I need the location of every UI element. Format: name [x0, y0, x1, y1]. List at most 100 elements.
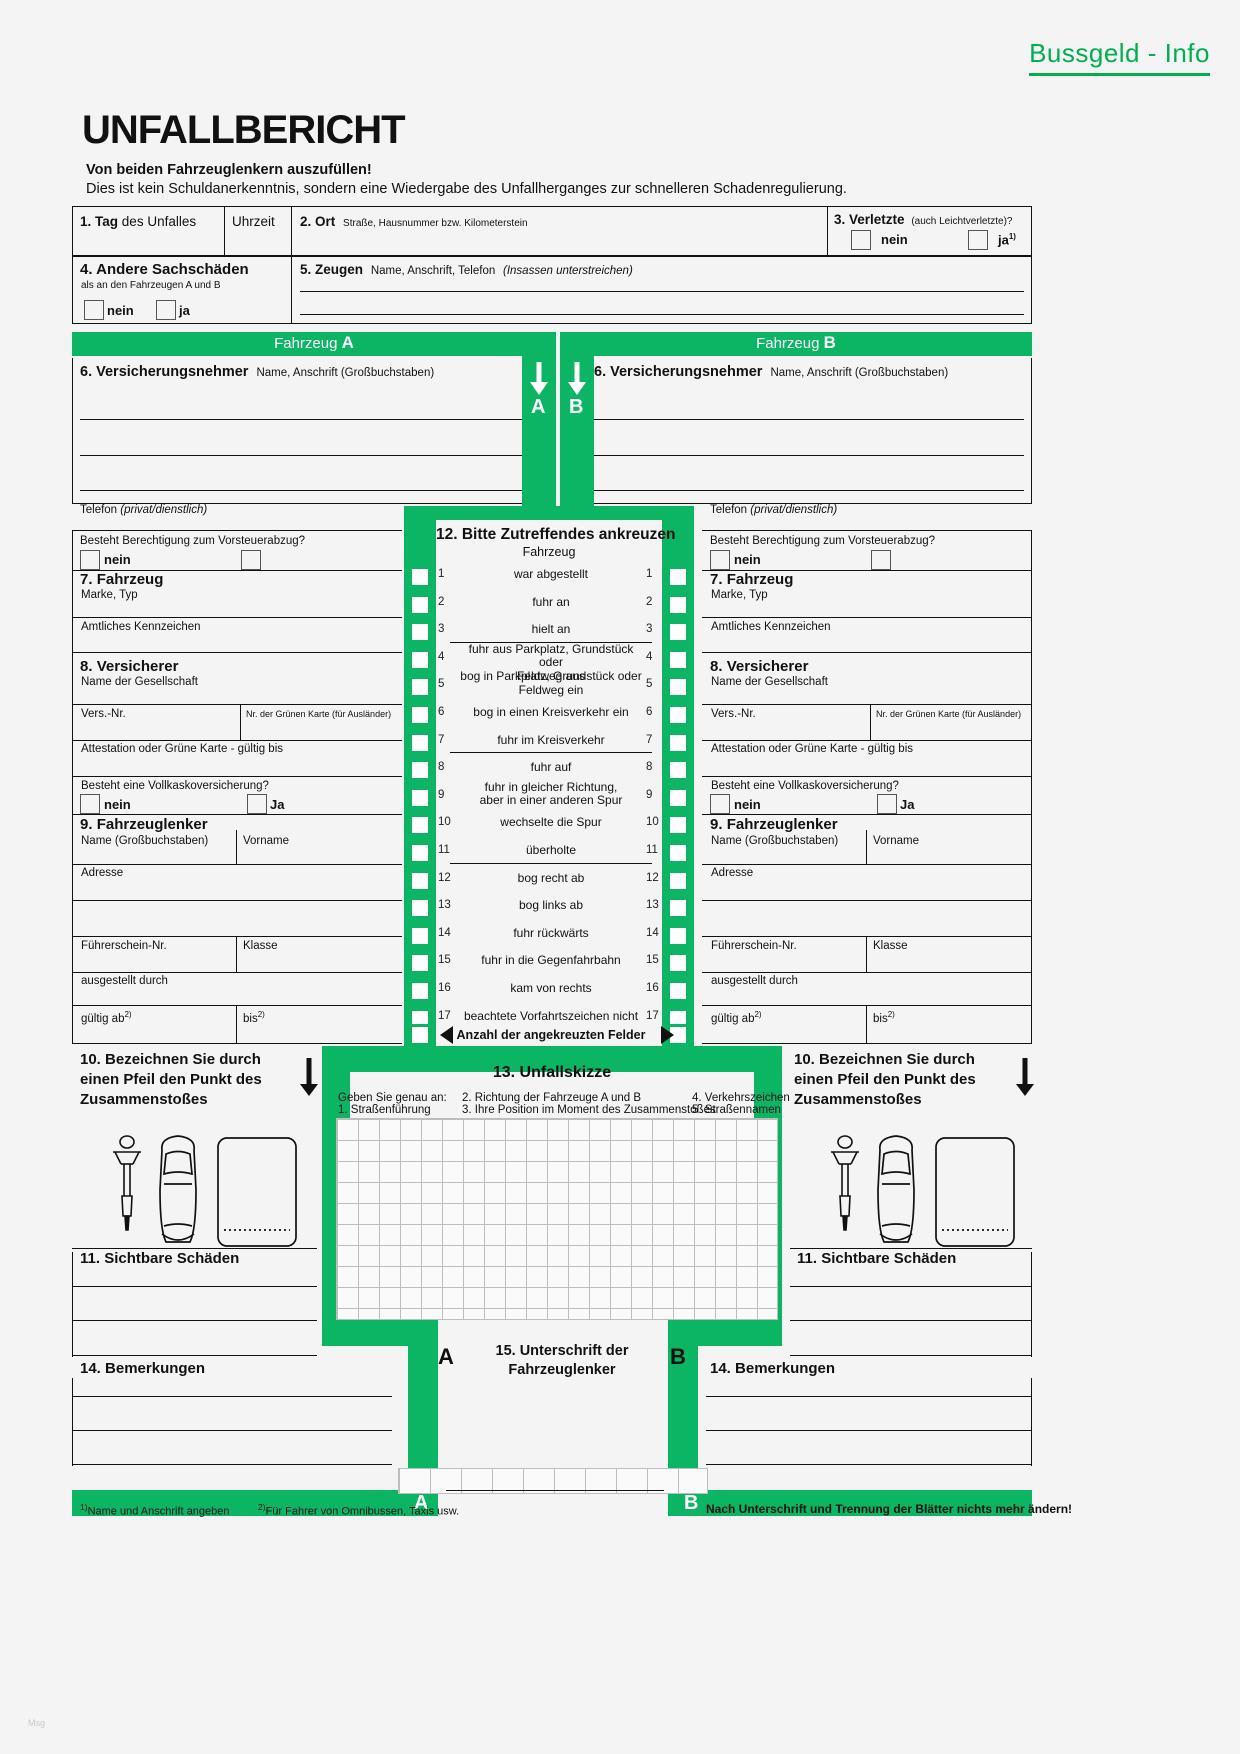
s12-checkbox-a-12[interactable] — [412, 872, 428, 889]
s12-checkbox-a-3[interactable] — [412, 624, 428, 641]
veh-a-s14-line-3[interactable] — [72, 1464, 392, 1465]
veh-a-kasko-ja-checkbox[interactable] — [247, 794, 267, 814]
s12-checkbox-b-8[interactable] — [670, 762, 686, 779]
veh-b-phone-line[interactable] — [702, 530, 1032, 531]
veh-b-s14-line-1[interactable] — [706, 1396, 1032, 1397]
veh-b-s14-line-2[interactable] — [706, 1430, 1032, 1431]
veh-b-versnr-line[interactable] — [702, 740, 1032, 741]
s12-checkbox-b-4[interactable] — [670, 651, 686, 668]
veh-b-marke-line[interactable] — [702, 617, 1032, 618]
veh-a-name-line[interactable] — [72, 864, 402, 865]
s12-checkbox-b-2[interactable] — [670, 596, 686, 613]
veh-a-s14-line-2[interactable] — [72, 1430, 392, 1431]
s12-checkbox-a-16[interactable] — [412, 983, 428, 999]
accident-sketch-grid[interactable] — [336, 1118, 778, 1320]
veh-b-adresse-line-1[interactable] — [702, 900, 1032, 901]
veh-b-s11-line-1[interactable] — [790, 1286, 1032, 1287]
veh-b-s11-line-2[interactable] — [790, 1320, 1032, 1321]
veh-a-phone-line[interactable] — [72, 530, 402, 531]
veh-a-s11-line-3[interactable] — [72, 1355, 317, 1356]
s12-checkbox-b-7[interactable] — [670, 734, 686, 751]
veh-a-adresse-line-2[interactable] — [72, 936, 402, 937]
veh-a-versicherer-line[interactable] — [72, 704, 402, 705]
veh-a-vat-ja-checkbox[interactable] — [241, 550, 261, 570]
s12-checkbox-a-2[interactable] — [412, 596, 428, 613]
vehicle-outline-drawings-a — [113, 1135, 297, 1247]
total-checkbox-b[interactable] — [670, 1027, 686, 1043]
s12-checkbox-a-13[interactable] — [412, 900, 428, 917]
veh-a-ph-line-3[interactable] — [80, 490, 528, 491]
veh-a-versnr-line[interactable] — [72, 740, 402, 741]
veh-b-adresse-line-2[interactable] — [702, 936, 1032, 937]
veh-b-vat-nein-checkbox[interactable] — [710, 550, 730, 570]
veh-b-name-line[interactable] — [702, 864, 1032, 865]
s12-checkbox-a-5[interactable] — [412, 679, 428, 696]
s12-checkbox-b-14[interactable] — [670, 927, 686, 944]
veh-b-kasko-nein-checkbox[interactable] — [710, 794, 730, 814]
veh-a-plate-line[interactable] — [72, 652, 402, 653]
veh-b-vat-ja-checkbox[interactable] — [871, 550, 891, 570]
s12-checkbox-b-15[interactable] — [670, 955, 686, 972]
veh-b-ph-line-1[interactable] — [594, 419, 1024, 420]
sachschaden-nein-checkbox[interactable] — [84, 300, 104, 320]
s12-checkbox-a-8[interactable] — [412, 762, 428, 779]
brand-text: Bussgeld - Info — [1029, 38, 1210, 68]
s12-checkbox-b-16[interactable] — [670, 983, 686, 999]
s12-checkbox-a-11[interactable] — [412, 845, 428, 861]
total-checkbox-a[interactable] — [412, 1027, 428, 1043]
s12-checkbox-a-10[interactable] — [412, 817, 428, 834]
s12-checkbox-a-6[interactable] — [412, 707, 428, 723]
veh-a-s14-line-1[interactable] — [72, 1396, 392, 1397]
s12-checkbox-a-9[interactable] — [412, 789, 428, 806]
verletzte-nein-checkbox[interactable] — [851, 230, 871, 250]
s12-checkbox-b-13[interactable] — [670, 900, 686, 917]
veh-b-ph-line-2[interactable] — [594, 455, 1024, 456]
veh-a-fsnr-line[interactable] — [72, 972, 402, 973]
veh-b-plate-line[interactable] — [702, 652, 1032, 653]
s12-checkbox-b-1[interactable] — [670, 569, 686, 585]
sachschaden-ja-checkbox[interactable] — [156, 300, 176, 320]
signature-line[interactable] — [446, 1490, 664, 1491]
veh-b-versicherer-line[interactable] — [702, 704, 1032, 705]
bussgeld-info-logo[interactable]: Bussgeld - Info — [1029, 38, 1210, 76]
veh-a-kasko-nein-checkbox[interactable] — [80, 794, 100, 814]
veh-a-attest-line[interactable] — [72, 776, 402, 777]
zeugen-line-2[interactable] — [300, 314, 1024, 315]
green-rail-sig-left — [408, 1320, 438, 1490]
s12-checkbox-a-4[interactable] — [412, 651, 428, 668]
s12-checkbox-b-12[interactable] — [670, 872, 686, 889]
s12-checkbox-b-10[interactable] — [670, 817, 686, 834]
veh-b-s14-line-3[interactable] — [706, 1464, 1032, 1465]
veh-b-fsnr-line[interactable] — [702, 972, 1032, 973]
veh-a-vat-divider — [72, 570, 402, 571]
veh-a-adresse-line-1[interactable] — [72, 900, 402, 901]
veh-a-marke-line[interactable] — [72, 617, 402, 618]
veh-b-s11-line-3[interactable] — [790, 1355, 1032, 1356]
s12-checkbox-b-3[interactable] — [670, 624, 686, 641]
verletzte-ja-checkbox[interactable] — [968, 230, 988, 250]
veh-a-s11-line-1[interactable] — [72, 1286, 317, 1287]
veh-b-kasko-ja-checkbox[interactable] — [877, 794, 897, 814]
veh-b-issued-line[interactable] — [702, 1005, 1032, 1006]
s12-checkbox-a-15[interactable] — [412, 955, 428, 972]
veh-a-s11-line-2[interactable] — [72, 1320, 317, 1321]
s12-checkbox-a-14[interactable] — [412, 927, 428, 944]
signature-strip[interactable] — [398, 1468, 708, 1494]
veh-a-field-8-label: 8. Versicherer — [80, 658, 179, 675]
s12-checkbox-b-11[interactable] — [670, 845, 686, 861]
veh-a-valid-line — [72, 1043, 402, 1044]
s12-checkbox-b-9[interactable] — [670, 789, 686, 806]
s12-checkbox-a-17[interactable] — [412, 1010, 428, 1027]
s12-checkbox-a-7[interactable] — [412, 734, 428, 751]
s12-checkbox-b-5[interactable] — [670, 679, 686, 696]
veh-b-attest-line[interactable] — [702, 776, 1032, 777]
veh-b-ph-line-3[interactable] — [594, 490, 1024, 491]
zeugen-line-1[interactable] — [300, 291, 1024, 292]
s12-checkbox-b-6[interactable] — [670, 707, 686, 723]
veh-a-ph-line-2[interactable] — [80, 455, 528, 456]
veh-a-ph-line-1[interactable] — [80, 419, 528, 420]
veh-a-issued-line[interactable] — [72, 1005, 402, 1006]
s12-checkbox-a-1[interactable] — [412, 569, 428, 585]
veh-a-vat-nein-checkbox[interactable] — [80, 550, 100, 570]
s12-checkbox-b-17[interactable] — [670, 1010, 686, 1027]
